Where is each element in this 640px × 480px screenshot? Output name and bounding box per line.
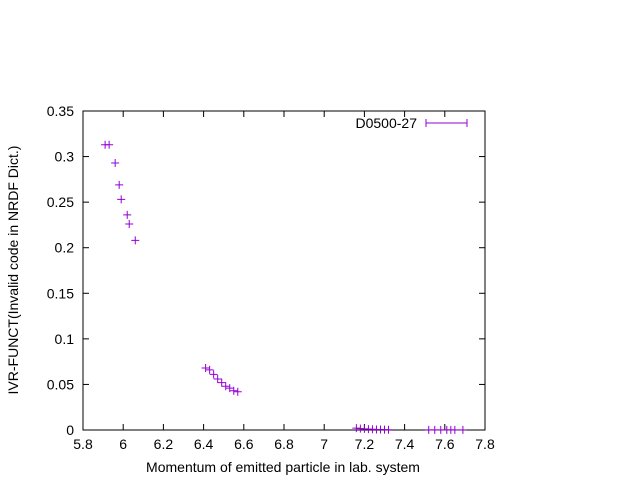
- y-tick-label: 0: [66, 422, 74, 438]
- x-tick-label: 6: [119, 436, 127, 452]
- plot-frame: [82, 110, 486, 431]
- y-tick-label: 0.1: [55, 331, 75, 347]
- data-point: [217, 378, 226, 387]
- legend-marker: [425, 119, 468, 127]
- data-point: [105, 140, 114, 149]
- y-tick-label: 0.3: [55, 149, 75, 165]
- data-point: [221, 382, 230, 391]
- y-tick-label: 0.15: [47, 285, 74, 301]
- data-point: [117, 195, 126, 204]
- data-point: [125, 220, 134, 229]
- x-tick-label: 7.6: [435, 436, 455, 452]
- data-point: [458, 425, 467, 434]
- data-point: [209, 370, 218, 379]
- y-tick-label: 0.35: [47, 103, 74, 119]
- y-tick-label: 0.25: [47, 194, 74, 210]
- x-tick-label: 7.4: [395, 436, 415, 452]
- y-tick-label: 0.05: [47, 376, 74, 392]
- data-point: [123, 210, 132, 219]
- x-axis-label: Momentum of emitted particle in lab. sys…: [146, 459, 420, 475]
- plot-border: [82, 110, 486, 431]
- x-tick-label: 7: [320, 436, 328, 452]
- y-axis: 0 0.05 0.1 0.15 0.2 0.25 0.3 0.35: [47, 103, 485, 438]
- data-point: [131, 236, 140, 245]
- data-series: [101, 140, 467, 434]
- data-point: [229, 386, 238, 395]
- data-point: [205, 365, 214, 374]
- legend: D0500-27: [356, 115, 468, 131]
- x-tick-label: 7.8: [475, 436, 495, 452]
- data-point: [450, 425, 459, 434]
- x-axis: 5.8 6 6.2 6.4 6.6 6.8 7 7.2 7.4 7.6 7.8: [73, 111, 495, 452]
- x-tick-label: 7.2: [355, 436, 375, 452]
- x-tick-label: 6.4: [194, 436, 214, 452]
- y-axis-label: IVR-FUNCT(Invalid code in NRDF Dict.): [5, 146, 21, 395]
- legend-label: D0500-27: [356, 115, 418, 131]
- data-point: [111, 158, 120, 167]
- data-point: [384, 425, 393, 434]
- data-point: [201, 364, 210, 373]
- x-tick-label: 5.8: [73, 436, 93, 452]
- x-tick-label: 6.6: [234, 436, 254, 452]
- x-tick-label: 6.2: [154, 436, 174, 452]
- y-tick-label: 0.2: [55, 240, 75, 256]
- data-point: [115, 180, 124, 189]
- data-point: [225, 384, 234, 393]
- data-point: [213, 374, 222, 383]
- x-tick-label: 6.8: [274, 436, 294, 452]
- data-point: [233, 387, 242, 396]
